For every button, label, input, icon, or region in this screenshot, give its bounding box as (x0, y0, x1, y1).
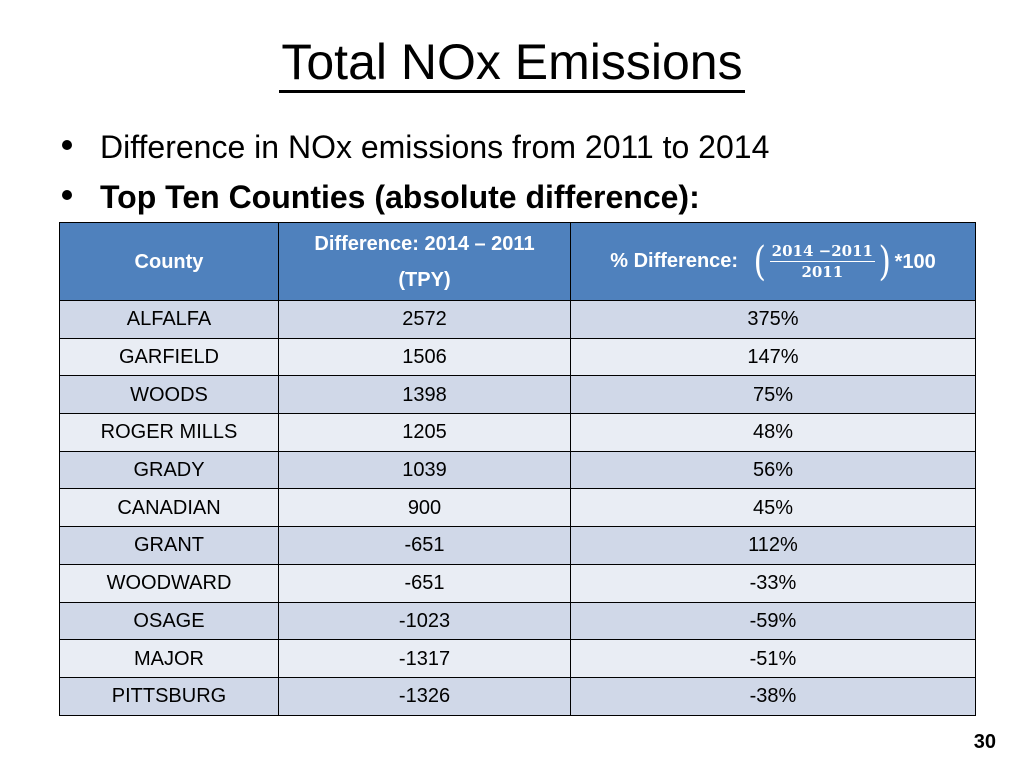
difference-cell: -1326 (278, 676, 571, 716)
right-paren-icon: ) (878, 238, 892, 285)
difference-cell: 1398 (278, 375, 571, 415)
table-row: GARFIELD 1506 147% (59, 337, 976, 377)
table-row: CANADIAN 900 45% (59, 488, 976, 528)
pct-difference-header: % Difference: (2014 −2011 2011) *100 (570, 222, 976, 301)
bullet-item: Difference in NOx emissions from 2011 to… (62, 122, 769, 172)
pct-difference-label: % Difference: (610, 249, 739, 272)
table-row: PITTSBURG -1326 -38% (59, 676, 976, 716)
table-row: GRADY 1039 56% (59, 450, 976, 490)
formula-denominator: 2011 (801, 263, 844, 281)
pct-difference-cell: -38% (570, 676, 976, 716)
left-paren-icon: ( (753, 238, 767, 285)
difference-cell: -1023 (278, 601, 571, 641)
difference-cell: -651 (278, 526, 571, 565)
difference-cell: 2572 (278, 300, 571, 339)
table-row: OSAGE -1023 -59% (59, 601, 976, 641)
county-cell: WOODS (59, 375, 279, 415)
pct-difference-cell: 56% (570, 450, 976, 490)
pct-difference-cell: -51% (570, 639, 976, 678)
county-cell: GRANT (59, 526, 279, 565)
pct-difference-cell: -59% (570, 601, 976, 641)
slide-title-container: Total NOx Emissions (0, 30, 1024, 94)
table-row: MAJOR -1317 -51% (59, 639, 976, 678)
difference-header: Difference: 2014 – 2011 (TPY) (278, 222, 571, 301)
difference-cell: 1506 (278, 337, 571, 377)
table-row: WOODS 1398 75% (59, 375, 976, 415)
pct-difference-cell: 112% (570, 526, 976, 565)
formula-fraction: 2014 −2011 2011 (769, 241, 875, 282)
county-cell: OSAGE (59, 601, 279, 641)
page-number: 30 (973, 731, 996, 753)
difference-cell: 900 (278, 488, 571, 528)
formula-numerator: 2014 −2011 (769, 242, 875, 262)
bullet-list: Difference in NOx emissions from 2011 to… (62, 122, 769, 222)
table-row: ALFALFA 2572 375% (59, 300, 976, 339)
bullet-dot-icon (62, 140, 72, 150)
county-cell: ROGER MILLS (59, 413, 279, 452)
pct-formula: (2014 −2011 2011) *100 (752, 241, 936, 282)
county-cell: MAJOR (59, 639, 279, 678)
table-row: WOODWARD -651 -33% (59, 563, 976, 603)
bullet-item: Top Ten Counties (absolute difference): (62, 172, 769, 222)
emissions-table: County Difference: 2014 – 2011 (TPY) % D… (59, 222, 976, 716)
county-cell: GRADY (59, 450, 279, 490)
county-cell: GARFIELD (59, 337, 279, 377)
pct-difference-cell: -33% (570, 563, 976, 603)
county-cell: ALFALFA (59, 300, 279, 339)
county-header: County (59, 222, 279, 301)
difference-cell: 1205 (278, 413, 571, 452)
difference-cell: -1317 (278, 639, 571, 678)
table-body: ALFALFA 2572 375% GARFIELD 1506 147% WOODS 1398… (59, 300, 976, 716)
bullet-text: Difference in NOx emissions from 2011 to… (100, 129, 770, 165)
difference-header-line2: (TPY) (398, 268, 451, 291)
table-row: GRANT -651 112% (59, 526, 976, 565)
difference-cell: -651 (278, 563, 571, 603)
slide-title: Total NOx Emissions (279, 34, 745, 93)
county-cell: PITTSBURG (59, 676, 279, 716)
difference-header-line1: Difference: 2014 – 2011 (314, 232, 535, 255)
county-cell: CANADIAN (59, 488, 279, 528)
table-header-row: County Difference: 2014 – 2011 (TPY) % D… (59, 222, 976, 301)
bullet-dot-icon (62, 190, 72, 200)
pct-difference-cell: 375% (570, 300, 976, 339)
bullet-text: Top Ten Counties (absolute difference): (100, 179, 700, 215)
pct-difference-cell: 147% (570, 337, 976, 377)
pct-difference-cell: 75% (570, 375, 976, 415)
difference-cell: 1039 (278, 450, 571, 490)
formula-multiplier: *100 (894, 250, 936, 273)
pct-difference-cell: 48% (570, 413, 976, 452)
table-row: ROGER MILLS 1205 48% (59, 413, 976, 452)
county-cell: WOODWARD (59, 563, 279, 603)
pct-difference-cell: 45% (570, 488, 976, 528)
